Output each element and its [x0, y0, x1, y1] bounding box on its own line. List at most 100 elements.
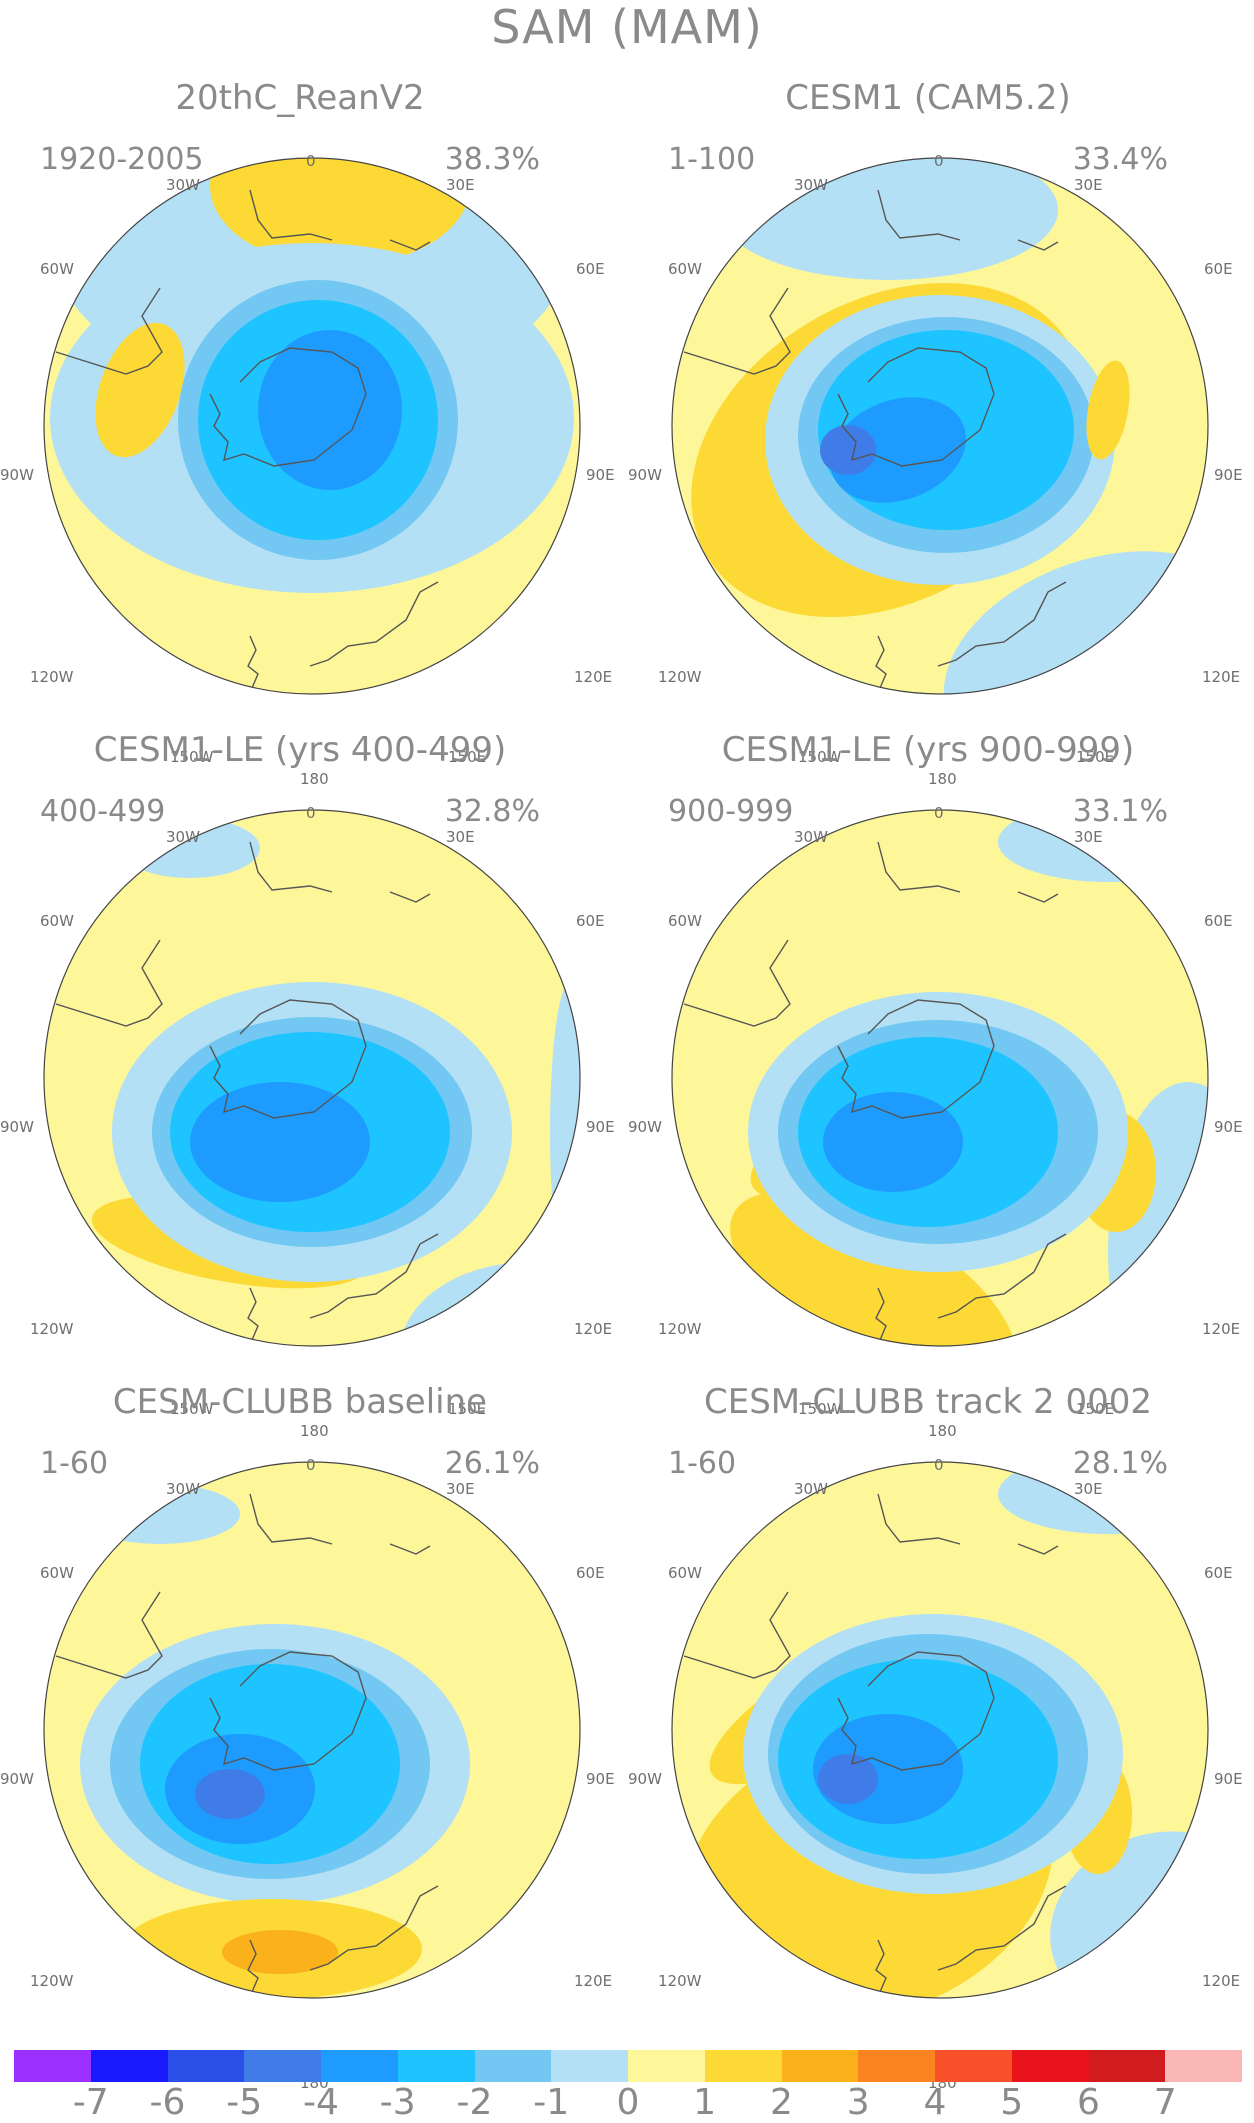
longitude-label: 120E [1202, 1972, 1241, 1990]
longitude-label: 30W [794, 176, 828, 194]
longitude-label: 150E [448, 1400, 487, 1418]
coastline [937, 1885, 1067, 1971]
contour-region [823, 1092, 963, 1192]
contour-region [550, 982, 580, 1282]
colorbar-box [90, 2050, 168, 2082]
panel-period: 1-100 [668, 142, 756, 177]
longitude-label: 30E [446, 1480, 475, 1498]
longitude-label: 150W [798, 748, 842, 766]
map-border [671, 157, 1209, 695]
longitude-label: 30W [794, 1480, 828, 1498]
coastline [683, 287, 791, 375]
polar-map [671, 1461, 1209, 1999]
panel-variance: 26.1% [444, 1446, 540, 1481]
coastline [249, 1493, 333, 1545]
coastline [877, 1493, 961, 1545]
panel-variance: 33.4% [1072, 142, 1168, 177]
contour-region [730, 1191, 1016, 1346]
longitude-label: 30E [1074, 828, 1103, 846]
coastline [837, 1651, 995, 1771]
panel-variance: 33.1% [1072, 794, 1168, 829]
colorbar-box [781, 2050, 859, 2082]
contour-region [998, 810, 1208, 882]
colorbar-label: -3 [379, 2082, 416, 2123]
coastline [249, 189, 333, 241]
longitude-label: 60E [576, 1564, 605, 1582]
longitude-label: 120W [30, 668, 74, 686]
polar-map [43, 1461, 581, 1999]
contour-region [120, 818, 260, 878]
longitude-label: 120E [574, 1972, 613, 1990]
longitude-label: 90E [1214, 1118, 1243, 1136]
longitude-label: 120W [658, 1320, 702, 1338]
panel-period: 1-60 [668, 1446, 737, 1481]
panel-period: 1-60 [40, 1446, 109, 1481]
longitude-label: 60E [576, 912, 605, 930]
panel-variance: 32.8% [444, 794, 540, 829]
coastline [837, 999, 995, 1119]
longitude-label: 0 [934, 1456, 944, 1474]
colorbar-label: -1 [533, 2082, 570, 2123]
colorbar-label: 4 [923, 2082, 947, 2123]
longitude-label: 150W [170, 1400, 214, 1418]
map-border [43, 157, 581, 695]
contour-region [830, 397, 966, 503]
polar-map [671, 809, 1209, 1347]
longitude-label: 60E [1204, 912, 1233, 930]
colorbar-label: 2 [770, 2082, 793, 2123]
contour-region [190, 1082, 370, 1202]
map-border [671, 1461, 1209, 1999]
longitude-label: 90W [0, 466, 34, 484]
map-panel: CESM1 (CAM5.2) 1-100 33.4% 0 30W 30E 60W 60E 90W… [628, 78, 1243, 788]
longitude-label: 30E [1074, 1480, 1103, 1498]
coastline [937, 1233, 1067, 1319]
longitude-label: 90E [1214, 1770, 1243, 1788]
coastline [837, 347, 995, 467]
longitude-label: 30W [166, 176, 200, 194]
coastline [389, 1543, 431, 1555]
longitude-label: 120E [1202, 668, 1241, 686]
map-panel: CESM1-LE (yrs 900-999) 900-999 33.1% 0 30W 30… [628, 730, 1243, 1440]
contour-region [1086, 360, 1130, 460]
coastline [209, 999, 367, 1119]
longitude-label: 0 [934, 804, 944, 822]
contour-region [718, 158, 1058, 280]
panel-period: 1920-2005 [40, 142, 204, 177]
longitude-label: 60W [668, 260, 702, 278]
colorbar-box [1011, 2050, 1089, 2082]
coastline [55, 287, 163, 375]
coastline [55, 1591, 163, 1679]
colorbar-box [628, 2050, 705, 2082]
longitude-label: 0 [306, 152, 316, 170]
colorbar-labels: -7 -6 -5 -4 -3 -2 -1 0 1 2 3 4 5 6 7 [14, 2082, 1242, 2123]
longitude-label: 60W [40, 912, 74, 930]
colorbar-label: -6 [149, 2082, 186, 2123]
colorbar-box [1165, 2050, 1242, 2082]
coastline [1017, 1543, 1059, 1555]
contour-region [258, 330, 402, 490]
longitude-label: 120E [574, 1320, 613, 1338]
longitude-label: 150E [1076, 1400, 1115, 1418]
longitude-label: 30E [446, 828, 475, 846]
polar-map [43, 157, 581, 695]
colorbar-box [397, 2050, 475, 2082]
colorbar-label: -2 [456, 2082, 493, 2123]
panel-title: 20thC_ReanV2 [175, 78, 425, 118]
panel-title: CESM-CLUBB track 2 0002 [703, 1382, 1153, 1422]
coastline [389, 239, 431, 251]
longitude-label: 60E [1204, 1564, 1233, 1582]
colorbar-label: 1 [693, 2082, 717, 2123]
longitude-label: 180 [300, 770, 329, 788]
colorbar-box [244, 2050, 321, 2082]
colorbar-label: -5 [226, 2082, 263, 2123]
longitude-label: 60E [1204, 260, 1233, 278]
coastline [247, 1939, 259, 1993]
longitude-label: 60W [40, 260, 74, 278]
coastline [209, 1651, 367, 1771]
colorbar-box [167, 2050, 245, 2082]
longitude-label: 90E [586, 466, 615, 484]
longitude-label: 180 [928, 1422, 957, 1440]
colorbar-label: -7 [72, 2082, 109, 2123]
colorbar-label: 0 [616, 2082, 640, 2123]
longitude-label: 0 [306, 1456, 316, 1474]
